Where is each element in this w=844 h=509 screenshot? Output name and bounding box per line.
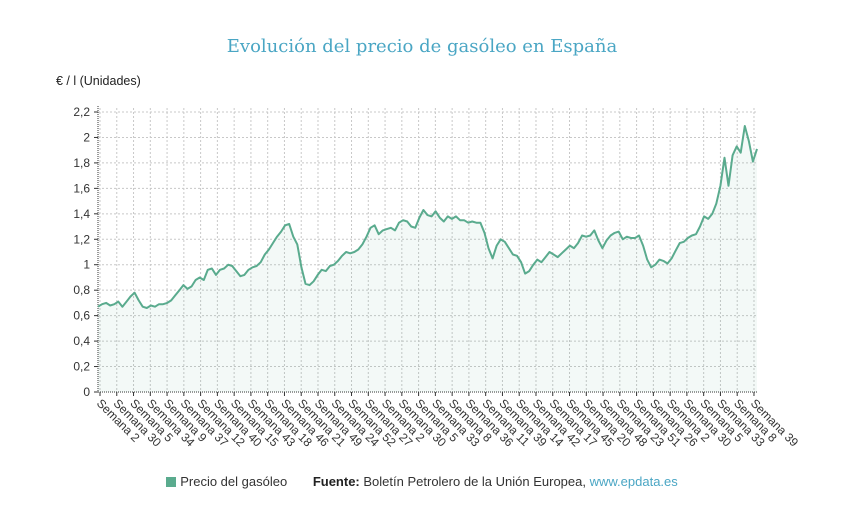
y-tick-label: 2,2 — [73, 105, 90, 119]
y-tick-label: 1 — [83, 258, 90, 272]
y-tick-label: 0,6 — [73, 309, 90, 323]
y-tick-label: 1,6 — [73, 181, 90, 195]
source-text: Boletín Petrolero de la Unión Europea, — [363, 474, 586, 489]
series-line — [97, 125, 758, 309]
y-tick-label: 0,8 — [73, 283, 90, 297]
source: Fuente: Boletín Petrolero de la Unión Eu… — [313, 474, 678, 489]
legend-series-label: Precio del gasóleo — [180, 474, 288, 489]
series-area — [98, 126, 757, 392]
y-tick-label: 1,2 — [73, 232, 90, 246]
y-tick-label: 1,8 — [73, 156, 90, 170]
source-link[interactable]: www.epdata.es — [589, 474, 678, 489]
legend: Precio del gasóleo Fuente: Boletín Petro… — [0, 474, 844, 489]
source-label: Fuente: — [312, 474, 360, 489]
y-tick-label: 2 — [83, 130, 90, 144]
y-axis-label: € / l (Unidades) — [56, 74, 141, 88]
y-tick-label: 1,4 — [73, 207, 90, 221]
chart-title: Evolución del precio de gasóleo en Españ… — [226, 36, 618, 57]
y-tick-label: 0,2 — [73, 360, 90, 374]
y-tick-label: 0 — [83, 385, 90, 399]
y-tick-label: 0,4 — [73, 334, 90, 348]
legend-swatch — [166, 477, 177, 487]
